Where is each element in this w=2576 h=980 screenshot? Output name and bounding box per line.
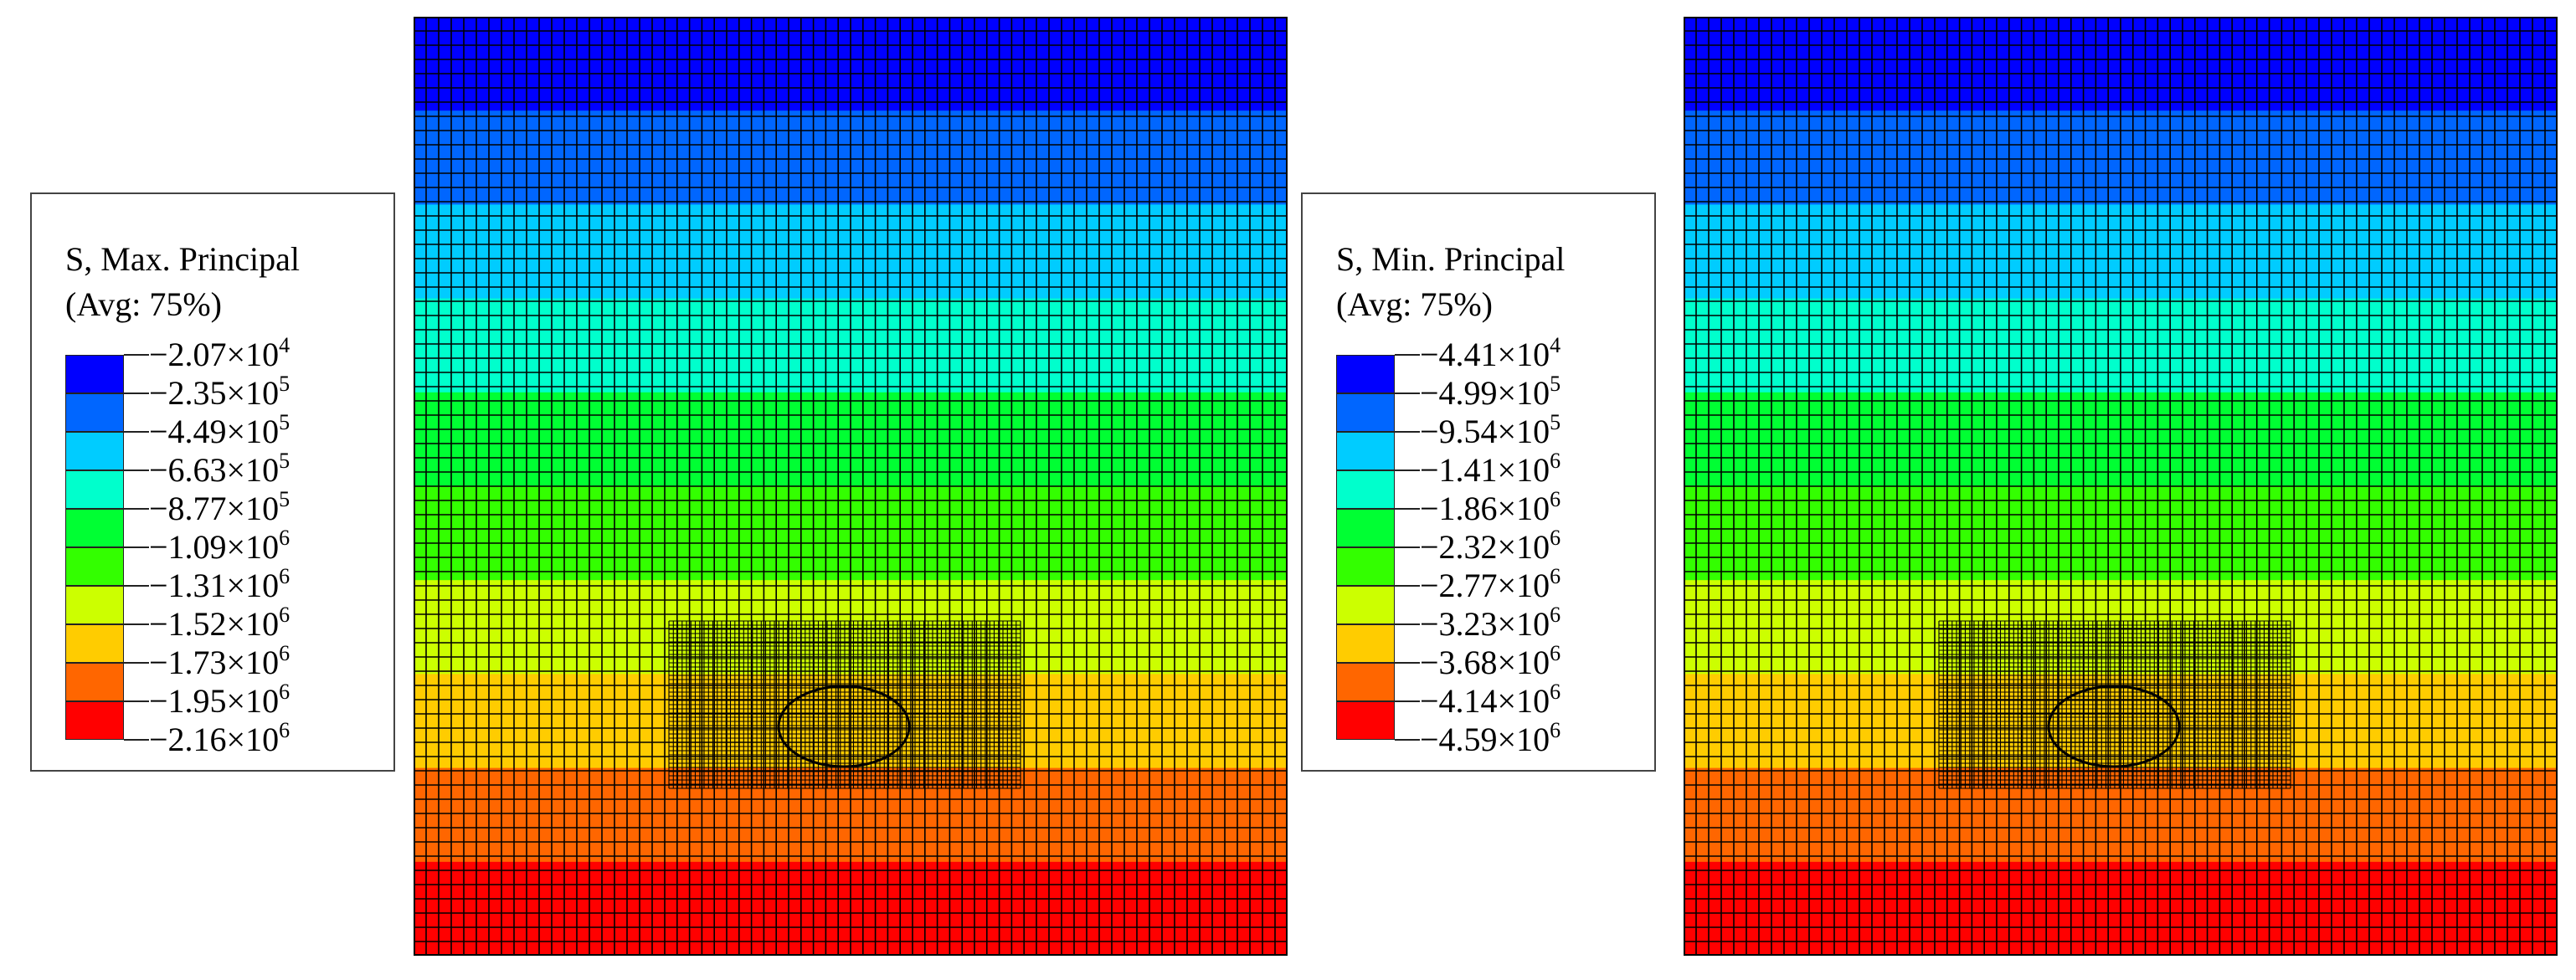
legend-swatch — [65, 547, 124, 586]
legend-title: S, Min. Principal — [1336, 240, 1566, 278]
legend-value: −6.63×105 — [149, 449, 291, 490]
legend-value: −3.68×106 — [1420, 641, 1561, 682]
legend-swatch — [1336, 586, 1395, 624]
legend-tick — [1395, 700, 1420, 702]
legend-min-principal: S, Min. Principal (Avg: 75%) −4.41×104 −4… — [1301, 192, 1656, 772]
mesh-border — [414, 17, 1288, 956]
legend-tick — [124, 546, 149, 548]
legend-tick — [1395, 354, 1420, 356]
contour-plot-min-principal — [1684, 17, 2558, 956]
legend-swatch — [65, 432, 124, 470]
legend-tick — [124, 739, 149, 741]
contour-plot-max-principal — [414, 17, 1288, 956]
legend-value: −4.41×104 — [1420, 333, 1561, 374]
legend-swatch — [1336, 509, 1395, 547]
legend-swatch — [1336, 663, 1395, 701]
legend-swatch — [65, 624, 124, 663]
legend-tick — [1395, 546, 1420, 548]
legend-value: −2.16×106 — [149, 718, 291, 759]
legend-swatch — [65, 663, 124, 701]
legend-value: −1.31×106 — [149, 564, 291, 605]
legend-swatch — [65, 393, 124, 432]
mesh-svg — [1684, 17, 2558, 956]
legend-tick — [124, 662, 149, 664]
legend-value: −4.99×105 — [1420, 372, 1561, 413]
legend-value: −1.41×106 — [1420, 449, 1561, 490]
legend-value: −2.77×106 — [1420, 564, 1561, 605]
legend-tick — [124, 469, 149, 471]
legend-tick — [124, 354, 149, 356]
legend-subtitle: (Avg: 75%) — [1336, 285, 1493, 323]
legend-value: −2.07×104 — [149, 333, 291, 374]
legend-tick — [1395, 585, 1420, 587]
legend-title: S, Max. Principal — [65, 240, 300, 278]
legend-swatch — [1336, 624, 1395, 663]
legend-tick — [1395, 508, 1420, 510]
refined-mesh-zone — [1938, 620, 2291, 789]
legend-value: −1.86×106 — [1420, 487, 1561, 528]
legend-swatch — [65, 470, 124, 509]
legend-tick — [124, 431, 149, 433]
legend-swatch — [1336, 432, 1395, 470]
legend-subtitle: (Avg: 75%) — [65, 285, 222, 323]
legend-tick — [124, 700, 149, 702]
legend-value: −4.49×105 — [149, 410, 291, 451]
legend-tick — [1395, 739, 1420, 741]
legend-tick — [124, 585, 149, 587]
legend-value: −2.32×106 — [1420, 526, 1561, 567]
legend-value: −9.54×105 — [1420, 410, 1561, 451]
legend-swatch — [65, 586, 124, 624]
legend-swatch — [65, 509, 124, 547]
legend-tick — [124, 393, 149, 394]
legend-tick — [124, 623, 149, 625]
mesh-svg — [414, 17, 1288, 956]
cavity-outline — [2047, 685, 2181, 768]
legend-swatch — [1336, 547, 1395, 586]
legend-value: −3.23×106 — [1420, 603, 1561, 644]
legend-value: −1.09×106 — [149, 526, 291, 567]
legend-swatch — [1336, 355, 1395, 393]
legend-swatch — [1336, 393, 1395, 432]
legend-swatch — [1336, 470, 1395, 509]
legend-value: −8.77×105 — [149, 487, 291, 528]
legend-tick — [1395, 469, 1420, 471]
legend-value: −1.52×106 — [149, 603, 291, 644]
legend-value: −4.14×106 — [1420, 680, 1561, 721]
legend-value: −1.95×106 — [149, 680, 291, 721]
legend-tick — [1395, 431, 1420, 433]
legend-swatch — [1336, 701, 1395, 740]
cavity-outline — [777, 685, 911, 768]
legend-tick — [1395, 623, 1420, 625]
legend-max-principal: S, Max. Principal (Avg: 75%) −2.07×104 −2… — [30, 192, 395, 772]
legend-tick — [124, 508, 149, 510]
legend-value: −1.73×106 — [149, 641, 291, 682]
legend-swatch — [65, 701, 124, 740]
legend-tick — [1395, 393, 1420, 394]
legend-swatch — [65, 355, 124, 393]
legend-value: −4.59×106 — [1420, 718, 1561, 759]
legend-tick — [1395, 662, 1420, 664]
mesh-border — [1684, 17, 2558, 956]
legend-value: −2.35×105 — [149, 372, 291, 413]
refined-mesh-zone — [668, 620, 1021, 789]
